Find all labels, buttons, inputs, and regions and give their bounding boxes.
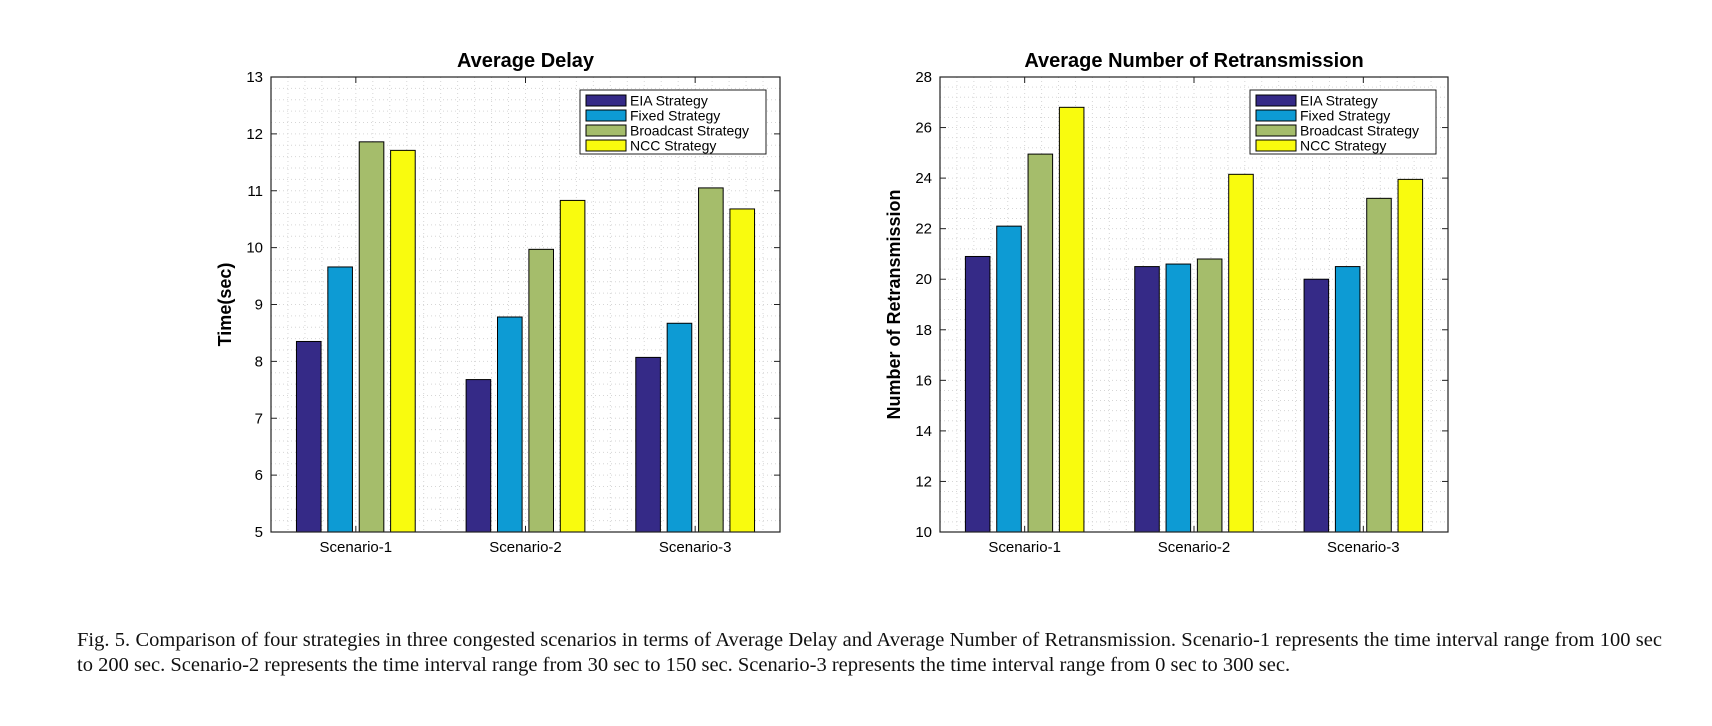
bar-eia-strategy-scenario-2 bbox=[1134, 266, 1160, 533]
bar-fixed-strategy-scenario-2 bbox=[497, 316, 523, 533]
bar-broadcast-strategy-scenario-1 bbox=[1027, 153, 1054, 533]
legend-label: Fixed Strategy bbox=[630, 108, 720, 124]
bar-eia-strategy-scenario-1 bbox=[964, 255, 991, 533]
y-tick-label: 6 bbox=[255, 467, 263, 484]
legend-swatch bbox=[585, 139, 627, 152]
legend-label: Broadcast Strategy bbox=[630, 123, 749, 139]
y-tick-label: 9 bbox=[255, 297, 263, 314]
legend-label: EIA Strategy bbox=[1300, 93, 1378, 109]
x-tick-label: Scenario-2 bbox=[489, 539, 562, 556]
legend-label: EIA Strategy bbox=[630, 93, 708, 109]
x-axis: Scenario-1 Scenario-2 Scenario-3 bbox=[320, 77, 732, 556]
bar-eia-strategy-scenario-1 bbox=[295, 340, 322, 533]
bar-ncc-strategy-scenario-2 bbox=[559, 199, 586, 533]
bar-ncc-strategy-scenario-1 bbox=[1058, 106, 1085, 533]
x-tick-label: Scenario-3 bbox=[1327, 539, 1400, 556]
bar-ncc-strategy-scenario-3 bbox=[1397, 178, 1424, 533]
bar-fixed-strategy-scenario-1 bbox=[996, 225, 1022, 533]
bar-fixed-strategy-scenario-2 bbox=[1165, 263, 1192, 533]
y-tick-label: 28 bbox=[915, 69, 932, 86]
y-tick-label: 14 bbox=[915, 423, 932, 440]
bar-eia-strategy-scenario-3 bbox=[635, 356, 661, 533]
bar-broadcast-strategy-scenario-2 bbox=[1196, 258, 1223, 533]
bar-eia-strategy-scenario-2 bbox=[465, 379, 492, 533]
x-tick-label: Scenario-3 bbox=[659, 539, 732, 556]
legend-swatch bbox=[1255, 94, 1297, 107]
y-axis-label: Time(sec) bbox=[215, 263, 235, 347]
bar-fixed-strategy-scenario-1 bbox=[327, 266, 353, 533]
x-tick-label: Scenario-1 bbox=[988, 539, 1061, 556]
legend-label: Fixed Strategy bbox=[1300, 108, 1390, 124]
legend-swatch bbox=[585, 94, 627, 107]
y-tick-label: 5 bbox=[255, 524, 263, 541]
figure-caption: Fig. 5. Comparison of four strategies in… bbox=[77, 629, 1662, 676]
chart-title: Average Delay bbox=[457, 50, 595, 72]
y-tick-label: 22 bbox=[915, 221, 932, 238]
bar-ncc-strategy-scenario-2 bbox=[1228, 173, 1254, 533]
legend-swatch bbox=[585, 109, 627, 122]
legend-label: Broadcast Strategy bbox=[1300, 123, 1419, 139]
y-tick-label: 20 bbox=[915, 271, 932, 288]
y-tick-label: 7 bbox=[255, 410, 263, 427]
y-tick-label: 10 bbox=[915, 524, 932, 541]
y-tick-label: 16 bbox=[915, 372, 932, 389]
y-tick-label: 12 bbox=[246, 126, 263, 143]
bar-broadcast-strategy-scenario-3 bbox=[698, 187, 724, 533]
bar-ncc-strategy-scenario-3 bbox=[729, 208, 756, 533]
bar-ncc-strategy-scenario-1 bbox=[390, 149, 416, 533]
bar-fixed-strategy-scenario-3 bbox=[1334, 266, 1361, 533]
y-tick-label: 13 bbox=[246, 69, 263, 86]
y-axis: 5 6 7 8 9 10 11 12 13 bbox=[246, 69, 780, 541]
legend-label: NCC Strategy bbox=[1300, 138, 1386, 154]
x-tick-label: Scenario-1 bbox=[320, 539, 393, 556]
y-tick-label: 11 bbox=[247, 183, 263, 200]
y-tick-label: 10 bbox=[246, 240, 263, 257]
y-tick-label: 24 bbox=[915, 170, 932, 187]
bars bbox=[964, 106, 1424, 533]
bar-broadcast-strategy-scenario-1 bbox=[358, 141, 385, 533]
y-axis: 10 12 14 16 18 20 22 24 26 28 bbox=[915, 69, 1448, 541]
y-tick-label: 26 bbox=[915, 120, 932, 137]
bar-fixed-strategy-scenario-3 bbox=[666, 322, 693, 533]
x-axis: Scenario-1 Scenario-2 Scenario-3 bbox=[988, 77, 1400, 556]
legend-swatch bbox=[585, 124, 627, 137]
legend-swatch bbox=[1255, 124, 1297, 137]
legend-swatch bbox=[1255, 109, 1297, 122]
y-tick-label: 12 bbox=[915, 473, 932, 490]
chart-2: 10 12 14 16 18 20 22 24 26 28 Scenario-1 Scenario-2… bbox=[884, 50, 1449, 556]
bar-broadcast-strategy-scenario-2 bbox=[528, 248, 554, 533]
y-axis-label: Number of Retransmission bbox=[884, 189, 904, 419]
legend-swatch bbox=[1255, 139, 1297, 152]
y-tick-label: 8 bbox=[255, 353, 263, 370]
chart-title: Average Number of Retransmission bbox=[1024, 50, 1363, 72]
y-tick-label: 18 bbox=[915, 322, 932, 339]
bar-broadcast-strategy-scenario-3 bbox=[1366, 197, 1392, 533]
legend-label: NCC Strategy bbox=[630, 138, 716, 154]
x-tick-label: Scenario-2 bbox=[1158, 539, 1231, 556]
bar-eia-strategy-scenario-3 bbox=[1303, 278, 1330, 533]
bars bbox=[295, 141, 756, 533]
